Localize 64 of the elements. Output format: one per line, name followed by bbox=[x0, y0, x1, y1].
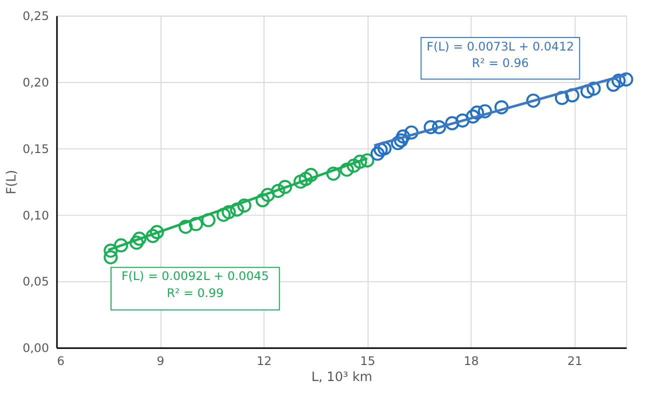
point bbox=[188, 217, 204, 232]
point bbox=[326, 166, 340, 181]
y-tick-label: 0,15 bbox=[22, 142, 50, 156]
point bbox=[304, 168, 318, 182]
point bbox=[455, 114, 470, 128]
x-tick-label: 18 bbox=[464, 354, 479, 368]
y-tick-label: 0,10 bbox=[22, 208, 50, 222]
point bbox=[466, 110, 480, 124]
point bbox=[222, 205, 236, 220]
point bbox=[130, 236, 144, 250]
y-tick-label: 0,05 bbox=[22, 274, 50, 289]
point bbox=[494, 100, 509, 114]
x-tick-label: 9 bbox=[156, 354, 164, 368]
point bbox=[360, 153, 374, 168]
point bbox=[256, 193, 270, 208]
point bbox=[374, 142, 388, 157]
point bbox=[554, 90, 570, 106]
x-tick-label: 21 bbox=[567, 354, 582, 368]
point bbox=[114, 238, 128, 252]
point bbox=[432, 120, 446, 134]
point bbox=[404, 125, 418, 140]
annotation: F(L) = 0.0092L + 0.0045 R² = 0.99 bbox=[121, 269, 269, 300]
point bbox=[271, 184, 286, 198]
point bbox=[104, 244, 118, 258]
point bbox=[394, 133, 408, 148]
point bbox=[146, 229, 160, 244]
point bbox=[216, 208, 231, 222]
point bbox=[470, 106, 484, 120]
point bbox=[424, 120, 438, 134]
x-tick-label: 12 bbox=[256, 354, 272, 368]
x-tick-label: 6 bbox=[56, 354, 65, 368]
point bbox=[132, 232, 146, 246]
annotation: F(L) = 0.0073L + 0.0412 R² = 0.96 bbox=[426, 39, 574, 70]
point bbox=[619, 72, 634, 86]
point bbox=[478, 104, 492, 118]
point bbox=[390, 136, 406, 150]
point bbox=[298, 172, 313, 186]
point bbox=[580, 84, 595, 98]
point bbox=[260, 188, 275, 202]
point bbox=[370, 146, 385, 161]
point bbox=[150, 225, 164, 240]
point bbox=[201, 213, 216, 228]
y-tick-label: 0,00 bbox=[22, 341, 50, 356]
point bbox=[294, 174, 308, 189]
point bbox=[104, 250, 118, 264]
point bbox=[346, 158, 361, 173]
point bbox=[230, 202, 244, 217]
point bbox=[340, 162, 354, 177]
point bbox=[526, 94, 540, 108]
point bbox=[612, 74, 626, 88]
point bbox=[586, 82, 601, 96]
point bbox=[565, 88, 580, 102]
point bbox=[278, 180, 292, 194]
point bbox=[396, 129, 410, 144]
point bbox=[445, 116, 460, 130]
point bbox=[237, 198, 252, 213]
x-axis-title: L, 10³ km bbox=[311, 370, 372, 385]
y-tick-label: 0,20 bbox=[22, 76, 50, 90]
y-axis-title: F(L) bbox=[4, 170, 20, 194]
x-tick-label: 15 bbox=[360, 354, 376, 368]
point bbox=[178, 220, 193, 234]
point bbox=[377, 141, 392, 156]
point bbox=[606, 78, 620, 92]
y-tick-label: 0,25 bbox=[22, 9, 50, 24]
